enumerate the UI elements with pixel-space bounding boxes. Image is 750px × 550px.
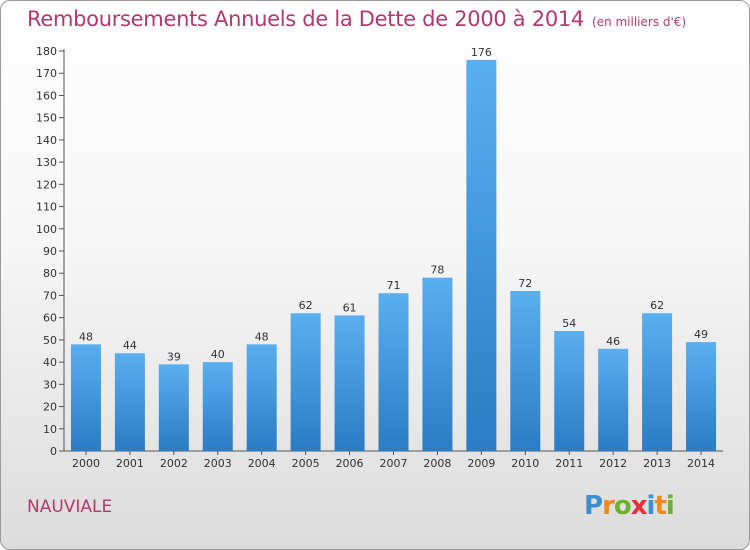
data-label: 176 (471, 46, 492, 59)
bar (686, 342, 717, 451)
x-tick-label: 2002 (160, 457, 188, 470)
y-tick-label: 50 (43, 334, 57, 347)
y-tick-label: 140 (36, 134, 57, 147)
bar (378, 293, 409, 451)
data-label: 48 (255, 330, 269, 343)
bar (422, 277, 453, 451)
y-tick-label: 160 (36, 89, 57, 102)
x-tick-label: 2011 (555, 457, 583, 470)
y-tick-label: 0 (50, 445, 57, 458)
logo-letter: r (602, 491, 615, 521)
bar (642, 313, 673, 451)
logo-letter: i (646, 491, 656, 521)
x-tick-label: 2013 (643, 457, 671, 470)
data-label: 61 (343, 301, 357, 314)
y-tick-label: 150 (36, 112, 57, 125)
bar (114, 353, 145, 451)
y-tick-label: 40 (43, 356, 57, 369)
bar (466, 59, 497, 452)
bar (202, 362, 233, 451)
x-tick-label: 2008 (423, 457, 451, 470)
data-label: 72 (518, 277, 532, 290)
x-tick-label: 2000 (72, 457, 100, 470)
logo-letter: i (665, 491, 675, 521)
logo-letter: o (613, 491, 632, 521)
y-tick-label: 70 (43, 289, 57, 302)
data-label: 78 (430, 264, 444, 277)
x-tick-label: 2014 (687, 457, 715, 470)
x-tick-label: 2004 (248, 457, 276, 470)
chart-subtitle: (en milliers d'€) (592, 15, 687, 29)
x-tick-label: 2007 (380, 457, 408, 470)
bar (598, 348, 629, 451)
bar (554, 331, 585, 451)
commune-name: NAUVIALE (27, 497, 113, 517)
bar (158, 364, 189, 451)
x-tick-label: 2009 (467, 457, 495, 470)
x-tick-label: 2001 (116, 457, 144, 470)
x-tick-label: 2010 (511, 457, 539, 470)
y-tick-label: 20 (43, 401, 57, 414)
x-tick-label: 2003 (204, 457, 232, 470)
data-label: 71 (387, 279, 401, 292)
bar (70, 344, 101, 451)
bar (246, 344, 277, 451)
data-label: 44 (123, 339, 137, 352)
x-tick-label: 2005 (292, 457, 320, 470)
y-tick-label: 120 (36, 178, 57, 191)
y-tick-label: 10 (43, 423, 57, 436)
data-label: 62 (299, 299, 313, 312)
data-label: 46 (606, 335, 620, 348)
x-tick-label: 2012 (599, 457, 627, 470)
y-tick-label: 100 (36, 223, 57, 236)
y-tick-label: 90 (43, 245, 57, 258)
bar (510, 291, 541, 451)
bar (290, 313, 321, 451)
logo-letter: P (584, 491, 603, 521)
chart-title: Remboursements Annuels de la Dette de 20… (27, 7, 584, 31)
bar (334, 315, 365, 451)
logo-letter: t (654, 491, 666, 521)
proxiti-logo: Proxiti (584, 491, 675, 521)
y-tick-label: 30 (43, 378, 57, 391)
data-label: 40 (211, 348, 225, 361)
chart-title-block: Remboursements Annuels de la Dette de 20… (27, 7, 686, 31)
y-tick-label: 170 (36, 67, 57, 80)
y-tick-label: 110 (36, 201, 57, 214)
y-tick-label: 130 (36, 156, 57, 169)
y-tick-label: 80 (43, 267, 57, 280)
data-label: 48 (79, 330, 93, 343)
data-label: 39 (167, 350, 181, 363)
data-label: 54 (562, 317, 576, 330)
logo-letter: x (630, 491, 648, 521)
data-label: 49 (694, 328, 708, 341)
data-label: 62 (650, 299, 664, 312)
x-tick-label: 2006 (336, 457, 364, 470)
y-tick-label: 60 (43, 312, 57, 325)
y-tick-label: 180 (36, 45, 57, 58)
